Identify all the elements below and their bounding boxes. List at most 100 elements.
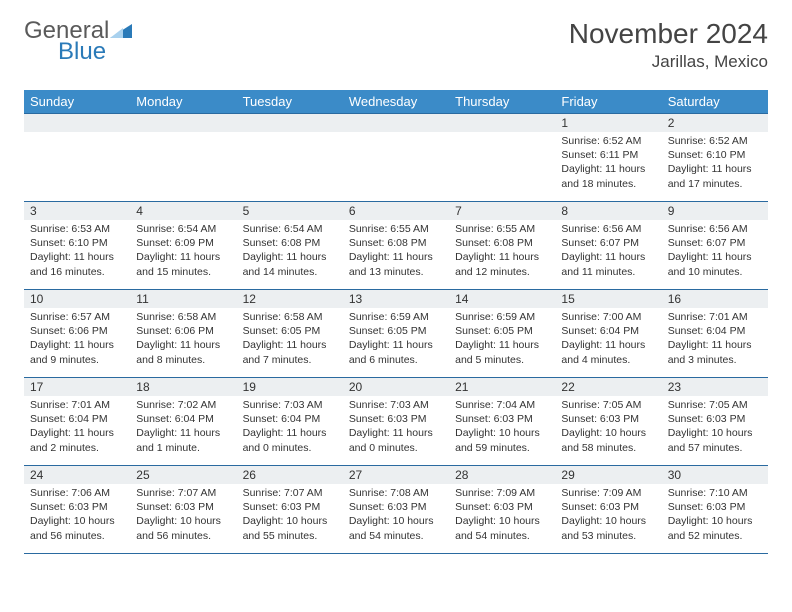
day-details: Sunrise: 7:05 AMSunset: 6:03 PMDaylight:… — [555, 396, 661, 459]
calendar-day-cell: 5Sunrise: 6:54 AMSunset: 6:08 PMDaylight… — [237, 202, 343, 290]
day-number: 29 — [555, 466, 661, 484]
day-details: Sunrise: 6:55 AMSunset: 6:08 PMDaylight:… — [343, 220, 449, 283]
day-number: 9 — [662, 202, 768, 220]
day-number: 12 — [237, 290, 343, 308]
day-number: 16 — [662, 290, 768, 308]
day-details: Sunrise: 6:57 AMSunset: 6:06 PMDaylight:… — [24, 308, 130, 371]
day-number — [449, 114, 555, 132]
day-details: Sunrise: 6:58 AMSunset: 6:06 PMDaylight:… — [130, 308, 236, 371]
day-details: Sunrise: 6:55 AMSunset: 6:08 PMDaylight:… — [449, 220, 555, 283]
title-block: November 2024 Jarillas, Mexico — [569, 18, 768, 72]
day-number: 20 — [343, 378, 449, 396]
day-details: Sunrise: 7:02 AMSunset: 6:04 PMDaylight:… — [130, 396, 236, 459]
calendar-day-cell — [24, 114, 130, 202]
day-details: Sunrise: 7:03 AMSunset: 6:03 PMDaylight:… — [343, 396, 449, 459]
weekday-header: Monday — [130, 90, 236, 114]
day-details: Sunrise: 6:56 AMSunset: 6:07 PMDaylight:… — [555, 220, 661, 283]
day-number — [343, 114, 449, 132]
calendar-day-cell: 15Sunrise: 7:00 AMSunset: 6:04 PMDayligh… — [555, 290, 661, 378]
calendar-day-cell: 3Sunrise: 6:53 AMSunset: 6:10 PMDaylight… — [24, 202, 130, 290]
day-details: Sunrise: 7:10 AMSunset: 6:03 PMDaylight:… — [662, 484, 768, 547]
day-number: 10 — [24, 290, 130, 308]
day-details: Sunrise: 7:04 AMSunset: 6:03 PMDaylight:… — [449, 396, 555, 459]
calendar-day-cell: 19Sunrise: 7:03 AMSunset: 6:04 PMDayligh… — [237, 378, 343, 466]
calendar-day-cell: 9Sunrise: 6:56 AMSunset: 6:07 PMDaylight… — [662, 202, 768, 290]
day-number: 19 — [237, 378, 343, 396]
calendar-week-row: 24Sunrise: 7:06 AMSunset: 6:03 PMDayligh… — [24, 466, 768, 554]
day-number: 8 — [555, 202, 661, 220]
day-details: Sunrise: 7:00 AMSunset: 6:04 PMDaylight:… — [555, 308, 661, 371]
day-number: 26 — [237, 466, 343, 484]
calendar-week-row: 10Sunrise: 6:57 AMSunset: 6:06 PMDayligh… — [24, 290, 768, 378]
calendar-day-cell: 6Sunrise: 6:55 AMSunset: 6:08 PMDaylight… — [343, 202, 449, 290]
weekday-header: Friday — [555, 90, 661, 114]
day-number: 6 — [343, 202, 449, 220]
weekday-header: Tuesday — [237, 90, 343, 114]
day-number: 3 — [24, 202, 130, 220]
day-number: 23 — [662, 378, 768, 396]
day-number — [237, 114, 343, 132]
calendar-day-cell: 10Sunrise: 6:57 AMSunset: 6:06 PMDayligh… — [24, 290, 130, 378]
day-number: 11 — [130, 290, 236, 308]
calendar-table: Sunday Monday Tuesday Wednesday Thursday… — [24, 90, 768, 554]
calendar-week-row: 17Sunrise: 7:01 AMSunset: 6:04 PMDayligh… — [24, 378, 768, 466]
calendar-day-cell: 25Sunrise: 7:07 AMSunset: 6:03 PMDayligh… — [130, 466, 236, 554]
calendar-day-cell: 11Sunrise: 6:58 AMSunset: 6:06 PMDayligh… — [130, 290, 236, 378]
day-number: 30 — [662, 466, 768, 484]
calendar-day-cell: 7Sunrise: 6:55 AMSunset: 6:08 PMDaylight… — [449, 202, 555, 290]
day-number: 22 — [555, 378, 661, 396]
day-number: 13 — [343, 290, 449, 308]
day-details: Sunrise: 6:53 AMSunset: 6:10 PMDaylight:… — [24, 220, 130, 283]
calendar-day-cell: 1Sunrise: 6:52 AMSunset: 6:11 PMDaylight… — [555, 114, 661, 202]
day-number — [130, 114, 236, 132]
weekday-header: Thursday — [449, 90, 555, 114]
day-details: Sunrise: 6:59 AMSunset: 6:05 PMDaylight:… — [343, 308, 449, 371]
day-details: Sunrise: 7:09 AMSunset: 6:03 PMDaylight:… — [449, 484, 555, 547]
day-number: 1 — [555, 114, 661, 132]
day-number: 4 — [130, 202, 236, 220]
day-number: 7 — [449, 202, 555, 220]
day-details: Sunrise: 6:59 AMSunset: 6:05 PMDaylight:… — [449, 308, 555, 371]
day-details: Sunrise: 7:07 AMSunset: 6:03 PMDaylight:… — [237, 484, 343, 547]
calendar-day-cell: 17Sunrise: 7:01 AMSunset: 6:04 PMDayligh… — [24, 378, 130, 466]
day-details: Sunrise: 6:52 AMSunset: 6:10 PMDaylight:… — [662, 132, 768, 195]
day-details: Sunrise: 7:01 AMSunset: 6:04 PMDaylight:… — [24, 396, 130, 459]
day-details: Sunrise: 7:07 AMSunset: 6:03 PMDaylight:… — [130, 484, 236, 547]
day-details: Sunrise: 6:54 AMSunset: 6:09 PMDaylight:… — [130, 220, 236, 283]
day-details: Sunrise: 7:05 AMSunset: 6:03 PMDaylight:… — [662, 396, 768, 459]
logo: GeneralBlue — [24, 18, 132, 68]
day-details: Sunrise: 6:54 AMSunset: 6:08 PMDaylight:… — [237, 220, 343, 283]
day-details: Sunrise: 7:09 AMSunset: 6:03 PMDaylight:… — [555, 484, 661, 547]
calendar-day-cell: 21Sunrise: 7:04 AMSunset: 6:03 PMDayligh… — [449, 378, 555, 466]
day-number: 15 — [555, 290, 661, 308]
calendar-day-cell: 14Sunrise: 6:59 AMSunset: 6:05 PMDayligh… — [449, 290, 555, 378]
calendar-day-cell: 29Sunrise: 7:09 AMSunset: 6:03 PMDayligh… — [555, 466, 661, 554]
calendar-day-cell — [130, 114, 236, 202]
day-number — [24, 114, 130, 132]
day-number: 21 — [449, 378, 555, 396]
calendar-day-cell: 12Sunrise: 6:58 AMSunset: 6:05 PMDayligh… — [237, 290, 343, 378]
calendar-day-cell: 2Sunrise: 6:52 AMSunset: 6:10 PMDaylight… — [662, 114, 768, 202]
day-details: Sunrise: 7:03 AMSunset: 6:04 PMDaylight:… — [237, 396, 343, 459]
calendar-day-cell: 23Sunrise: 7:05 AMSunset: 6:03 PMDayligh… — [662, 378, 768, 466]
weekday-header: Saturday — [662, 90, 768, 114]
weekday-header: Wednesday — [343, 90, 449, 114]
day-details: Sunrise: 7:01 AMSunset: 6:04 PMDaylight:… — [662, 308, 768, 371]
header: GeneralBlue November 2024 Jarillas, Mexi… — [24, 18, 768, 72]
calendar-day-cell — [449, 114, 555, 202]
day-number: 2 — [662, 114, 768, 132]
calendar-day-cell — [237, 114, 343, 202]
day-details: Sunrise: 7:08 AMSunset: 6:03 PMDaylight:… — [343, 484, 449, 547]
day-details: Sunrise: 6:52 AMSunset: 6:11 PMDaylight:… — [555, 132, 661, 195]
day-details: Sunrise: 6:56 AMSunset: 6:07 PMDaylight:… — [662, 220, 768, 283]
calendar-week-row: 3Sunrise: 6:53 AMSunset: 6:10 PMDaylight… — [24, 202, 768, 290]
day-number: 18 — [130, 378, 236, 396]
calendar-day-cell: 16Sunrise: 7:01 AMSunset: 6:04 PMDayligh… — [662, 290, 768, 378]
calendar-day-cell: 22Sunrise: 7:05 AMSunset: 6:03 PMDayligh… — [555, 378, 661, 466]
day-number: 5 — [237, 202, 343, 220]
day-number: 14 — [449, 290, 555, 308]
month-title: November 2024 — [569, 18, 768, 50]
calendar-day-cell: 26Sunrise: 7:07 AMSunset: 6:03 PMDayligh… — [237, 466, 343, 554]
calendar-day-cell: 28Sunrise: 7:09 AMSunset: 6:03 PMDayligh… — [449, 466, 555, 554]
day-number: 25 — [130, 466, 236, 484]
